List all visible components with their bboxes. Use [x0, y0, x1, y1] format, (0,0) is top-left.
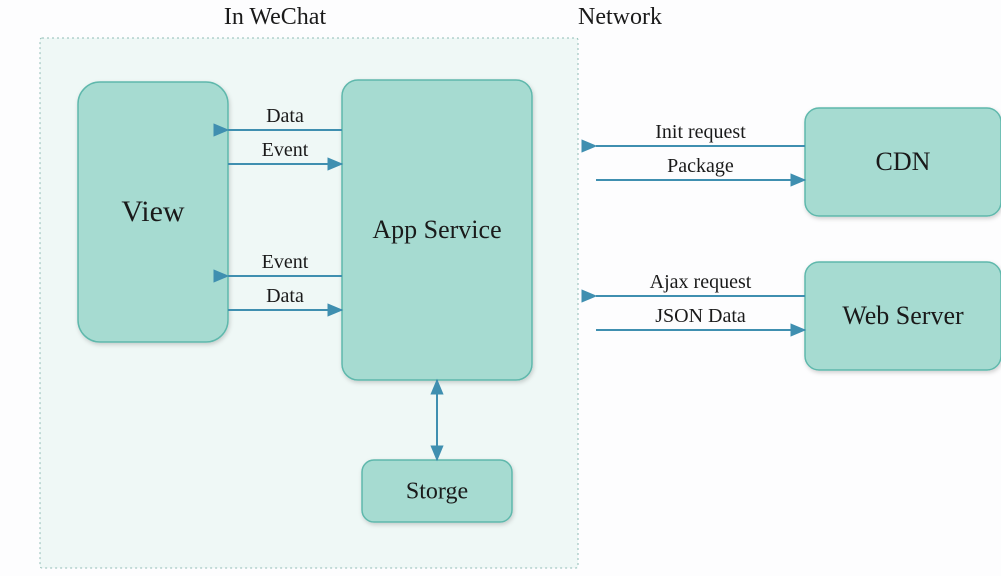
node-label: Storge [406, 479, 468, 505]
node-label: CDN [876, 147, 931, 176]
header-network: Network [578, 4, 662, 30]
header-in-wechat: In WeChat [224, 4, 327, 30]
node-web-server: Web Server [805, 262, 1001, 370]
node-view: View [78, 82, 228, 342]
edge-label: Data [266, 285, 304, 307]
edge-json: JSON Data [596, 305, 805, 330]
node-label: App Service [372, 215, 501, 244]
edge-label: Package [667, 155, 734, 177]
node-label: Web Server [842, 301, 964, 330]
edge-label: Event [262, 251, 309, 273]
node-app-service: App Service [342, 80, 532, 380]
edge-label: Init request [655, 121, 746, 143]
edge-label: Data [266, 105, 304, 127]
node-cdn: CDN [805, 108, 1001, 216]
edge-ajax: Ajax request [596, 271, 805, 296]
edge-label: JSON Data [655, 305, 746, 327]
edge-label: Ajax request [650, 271, 752, 293]
edge-package: Package [596, 155, 805, 180]
edge-init: Init request [596, 121, 805, 146]
architecture-diagram: In WeChat Network View App Service Storge C… [0, 0, 1001, 576]
node-storage: Storge [362, 460, 512, 522]
node-label: View [121, 195, 185, 228]
edge-label: Event [262, 139, 309, 161]
